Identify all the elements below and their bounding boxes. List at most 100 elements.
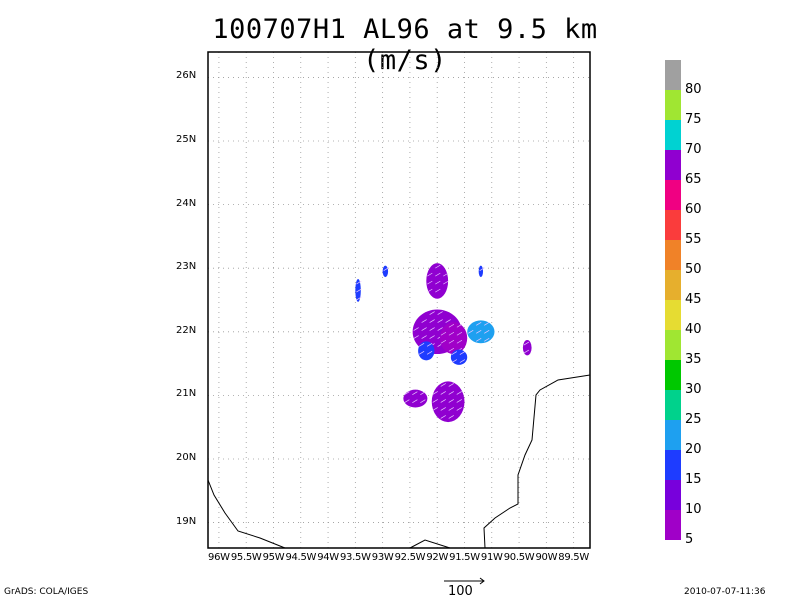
wind-vector	[448, 347, 455, 352]
wind-vector	[420, 391, 426, 395]
wind-speed-area	[522, 340, 532, 356]
wind-vector	[412, 399, 418, 403]
colorbar-label: 40	[685, 322, 702, 337]
wind-speed-area	[382, 265, 389, 278]
wind-vector	[523, 349, 530, 354]
wind-vector	[440, 391, 446, 395]
wind-vector	[421, 327, 427, 331]
wind-speed-area	[355, 279, 361, 302]
lon-tick-label: 95W	[262, 552, 285, 563]
plot-frame	[207, 51, 591, 549]
colorbar-label: 55	[685, 232, 702, 247]
colorbar-segment	[665, 450, 681, 480]
grid-lines	[208, 52, 590, 548]
wind-speed-area	[431, 381, 465, 423]
colorbar-segment	[665, 180, 681, 210]
wind-vector	[456, 323, 463, 328]
wind-vector	[440, 415, 446, 419]
colorbar-label: 35	[685, 352, 702, 367]
colorbar-label: 25	[685, 412, 702, 427]
wind-vector	[476, 322, 482, 326]
colorbar-label: 15	[685, 472, 702, 487]
wind-vector	[440, 383, 446, 387]
wind-vector	[429, 335, 435, 339]
lat-tick-label: 24N	[176, 197, 197, 209]
wind-vector	[432, 407, 438, 411]
colorbar	[665, 60, 681, 540]
lat-tick-label: 23N	[176, 261, 197, 273]
wind-vector	[432, 391, 438, 395]
wind-vector	[443, 280, 449, 285]
colorbar-label: 75	[685, 112, 702, 127]
lon-tick-label: 96W	[208, 552, 230, 563]
wind-vector	[383, 267, 389, 271]
colorbar-label: 80	[685, 82, 702, 97]
wind-vector	[476, 338, 482, 342]
wind-vector	[413, 335, 419, 339]
wind-vector	[476, 330, 482, 334]
wind-vector	[459, 351, 466, 355]
wind-vector	[435, 280, 441, 285]
lat-tick-label: 25N	[176, 134, 197, 146]
wind-speed-area	[467, 320, 495, 344]
colorbar-segment	[665, 330, 681, 360]
wind-vector	[437, 311, 443, 315]
wind-vector	[427, 272, 433, 277]
timestamp: 2010-07-07-11:36	[684, 587, 766, 597]
wind-vector	[413, 327, 419, 331]
colorbar-label: 45	[685, 292, 702, 307]
lat-tick-label: 22N	[176, 324, 197, 336]
wind-speed-area	[418, 341, 435, 361]
wind-vector	[356, 288, 362, 293]
map-title: 100707H1 AL96 at 9.5 km (m/s)	[212, 14, 598, 76]
wind-vector	[448, 415, 454, 419]
wind-vector	[448, 383, 454, 387]
wind-vector	[468, 330, 474, 334]
wind-speed-area	[426, 263, 449, 299]
reference-vector-arrow	[444, 577, 485, 585]
colorbar-segment	[665, 90, 681, 120]
wind-vector	[456, 339, 463, 344]
wind-vector	[437, 327, 443, 331]
colorbar-segment	[665, 240, 681, 270]
wind-vector	[418, 343, 425, 347]
wind-vector	[451, 351, 458, 355]
lon-tick-label: 92.5W	[394, 552, 426, 563]
colorbar-segment	[665, 510, 681, 540]
colorbar-segment	[665, 60, 681, 90]
colorbar-segment	[665, 270, 681, 300]
lat-tick-label: 21N	[176, 388, 197, 400]
wind-speed-area	[439, 322, 468, 355]
lon-tick-label: 93W	[371, 552, 394, 563]
colorbar-segment	[665, 300, 681, 330]
wind-vector	[443, 272, 449, 277]
reference-vector-label: 100	[448, 584, 473, 599]
wind-vector	[435, 288, 441, 293]
colorbar-segment	[665, 480, 681, 510]
wind-vector	[456, 407, 462, 411]
wind-vector	[448, 391, 454, 395]
colorbar-label: 20	[685, 442, 702, 457]
wind-vector	[427, 280, 433, 285]
lon-tick-label: 94W	[317, 552, 339, 563]
wind-vector	[432, 399, 438, 403]
colorbar-label: 50	[685, 262, 702, 277]
wind-vector	[356, 280, 362, 285]
lon-tick-label: 90W	[535, 552, 558, 563]
colorbar-label: 10	[685, 502, 702, 517]
wind-vector	[404, 399, 410, 403]
wind-vector	[404, 391, 410, 395]
wind-vector	[448, 331, 455, 336]
lon-tick-label: 94.5W	[285, 552, 317, 563]
coastline	[207, 374, 591, 549]
wind-vector	[484, 330, 490, 334]
lon-tick-label: 91.5W	[449, 552, 480, 563]
wind-vector	[440, 339, 447, 344]
wind-vector	[427, 288, 433, 293]
colorbar-segment	[665, 150, 681, 180]
colorbar-segment	[665, 120, 681, 150]
wind-vector	[448, 323, 455, 328]
wind-vector	[356, 296, 362, 301]
lat-tick-label: 26N	[176, 70, 197, 82]
wind-vector	[448, 399, 454, 403]
